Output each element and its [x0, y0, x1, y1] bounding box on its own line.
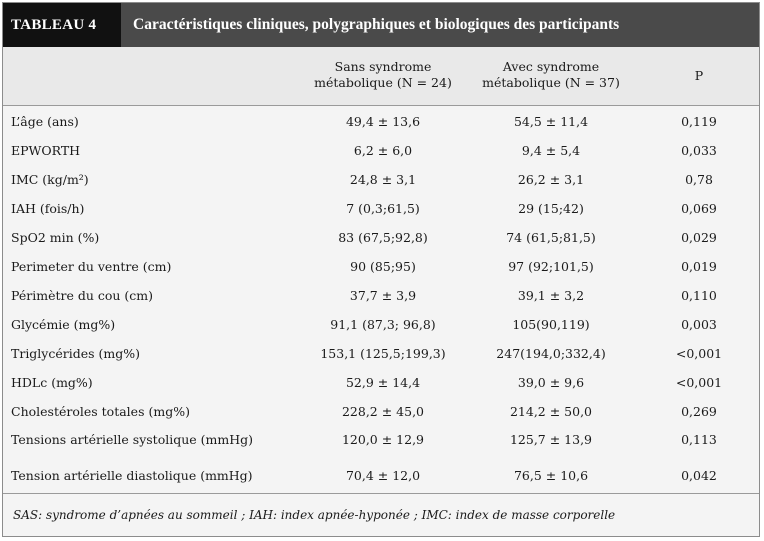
row-p-value: 0,019 — [681, 259, 717, 274]
row-p-value: 0,78 — [685, 172, 713, 187]
row-value-sans: 91,1 (87,3; 96,8) — [330, 317, 436, 332]
column-header-p: P — [694, 68, 704, 83]
row-p-value: 0,029 — [681, 230, 717, 245]
row-value-avec: 74 (61,5;81,5) — [506, 230, 596, 245]
footnote-text: SAS: syndrome d’apnées au sommeil ; IAH:… — [13, 508, 616, 522]
row-value-sans: 24,8 ± 3,1 — [349, 172, 417, 187]
row-p-value: 0,119 — [681, 114, 717, 129]
row-label: IAH (fois/h) — [11, 201, 85, 216]
column-header-sans: Sans syndrome métabolique (N = 24) — [303, 59, 463, 91]
row-value-avec: 125,7 ± 13,9 — [509, 432, 593, 447]
table-header-bar: TABLEAU 4 Caractéristiques cliniques, po… — [3, 3, 759, 47]
row-label: Triglycérides (mg%) — [11, 346, 141, 361]
row-value-avec: 39,0 ± 9,6 — [517, 375, 585, 390]
column-header-avec-line2: métabolique (N = 37) — [482, 75, 620, 90]
column-header-row: Sans syndrome métabolique (N = 24) Avec … — [3, 47, 759, 106]
row-value-avec: 54,5 ± 11,4 — [513, 114, 589, 129]
row-value-avec: 214,2 ± 50,0 — [509, 404, 593, 419]
row-value-avec: 97 (92;101,5) — [508, 259, 594, 274]
row-value-avec: 247(194,0;332,4) — [496, 346, 606, 361]
column-header-avec: Avec syndrome métabolique (N = 37) — [471, 59, 631, 91]
row-value-sans: 49,4 ± 13,6 — [345, 114, 421, 129]
row-label: IMC (kg/m²) — [11, 172, 89, 187]
row-value-avec: 76,5 ± 10,6 — [513, 468, 589, 483]
row-p-value: 0,110 — [681, 288, 717, 303]
row-label: EPWORTH — [11, 143, 81, 158]
row-label: Tension artérielle diastolique (mmHg) — [11, 468, 253, 483]
row-p-value: <0,001 — [675, 346, 723, 361]
row-p-value: 0,269 — [681, 404, 717, 419]
row-label: Glycémie (mg%) — [11, 317, 116, 332]
footnote-area: SAS: syndrome d’apnées au sommeil ; IAH:… — [3, 494, 759, 536]
column-header-sans-line2: métabolique (N = 24) — [314, 75, 452, 90]
row-label: Cholestéroles totales (mg%) — [11, 404, 190, 419]
row-p-value: 0,033 — [681, 143, 717, 158]
row-label: Tensions artérielle systolique (mmHg) — [11, 432, 253, 447]
row-p-value: 0,069 — [681, 201, 717, 216]
row-p-value: <0,001 — [675, 375, 723, 390]
row-p-value: 0,003 — [681, 317, 717, 332]
row-value-sans: 153,1 (125,5;199,3) — [320, 346, 446, 361]
table-number: TABLEAU 4 — [3, 3, 121, 47]
row-value-sans: 37,7 ± 3,9 — [349, 288, 417, 303]
row-label: Périmètre du cou (cm) — [11, 288, 154, 303]
row-value-avec: 9,4 ± 5,4 — [521, 143, 581, 158]
row-value-sans: 83 (67,5;92,8) — [338, 230, 428, 245]
row-value-sans: 6,2 ± 6,0 — [353, 143, 413, 158]
row-label: L’âge (ans) — [11, 114, 79, 129]
row-p-value: 0,042 — [681, 468, 717, 483]
row-label: HDLc (mg%) — [11, 375, 93, 390]
row-label: Perimeter du ventre (cm) — [11, 259, 172, 274]
row-label: SpO2 min (%) — [11, 230, 100, 245]
column-header-sans-line1: Sans syndrome — [334, 59, 432, 74]
row-value-avec: 105(90,119) — [512, 317, 590, 332]
table-title: Caractéristiques cliniques, polygraphiqu… — [133, 16, 620, 33]
column-header-avec-line1: Avec syndrome — [502, 59, 600, 74]
footnote-divider — [3, 493, 759, 494]
row-value-sans: 70,4 ± 12,0 — [345, 468, 421, 483]
row-value-avec: 29 (15;42) — [518, 201, 584, 216]
row-value-sans: 228,2 ± 45,0 — [341, 404, 425, 419]
row-value-avec: 26,2 ± 3,1 — [517, 172, 585, 187]
row-value-sans: 7 (0,3;61,5) — [346, 201, 420, 216]
row-p-value: 0,113 — [681, 432, 717, 447]
row-value-sans: 90 (85;95) — [350, 259, 416, 274]
row-value-avec: 39,1 ± 3,2 — [517, 288, 585, 303]
row-value-sans: 52,9 ± 14,4 — [345, 375, 421, 390]
row-value-sans: 120,0 ± 12,9 — [341, 432, 425, 447]
